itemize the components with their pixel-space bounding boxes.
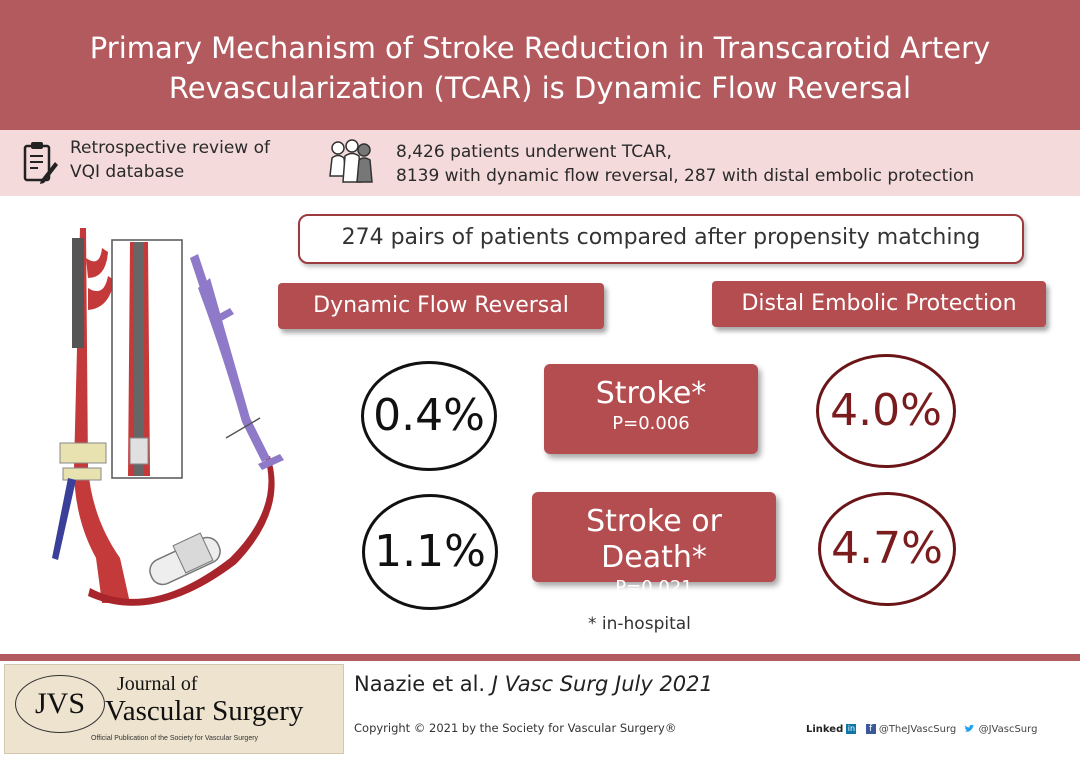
twitter-handle[interactable]: @JVascSurg <box>978 724 1038 735</box>
clipboard-pencil-icon <box>23 142 58 184</box>
outcome-stroke-or-death-p-value: P=0.021 <box>615 577 693 598</box>
facebook-icon[interactable]: f <box>865 724 876 734</box>
people-group-icon <box>329 139 373 183</box>
propensity-matching-banner: 274 pairs of patients compared after pro… <box>298 214 1024 264</box>
outcome-stroke-or-death-label: Stroke or Death* <box>586 504 722 575</box>
jvs-logo-tagline: Official Publication of the Society for … <box>91 735 259 742</box>
title-banner: Primary Mechanism of Stroke Reduction in… <box>0 0 1080 130</box>
linkedin-label: Linked <box>806 724 844 735</box>
social-links: Linked in f @TheJVascSurg @JVascSurg <box>806 724 1037 735</box>
facebook-handle[interactable]: @TheJVascSurg <box>878 724 957 735</box>
footer-divider <box>0 654 1080 661</box>
citation-journal: J Vasc Surg July 2021 <box>491 672 713 696</box>
linkedin-icon[interactable]: in <box>846 724 857 734</box>
stroke-rate-embolic-protection: 4.0% <box>816 354 956 468</box>
tcar-anatomy-illustration <box>52 228 284 606</box>
outcome-stroke-label: Stroke* <box>595 376 707 411</box>
outcome-stroke-or-death: Stroke or Death* P=0.021 <box>532 492 776 598</box>
outcome-stroke: Stroke* P=0.006 <box>544 364 758 454</box>
citation: Naazie et al. J Vasc Surg July 2021 <box>354 672 713 696</box>
jvs-logo-line2: Vascular Surgery <box>105 695 304 727</box>
title-line-1: Primary Mechanism of Stroke Reduction in… <box>89 31 991 65</box>
stroke-or-death-rate-embolic-protection: 4.7% <box>818 492 956 606</box>
stroke-or-death-rate-flow-reversal: 1.1% <box>362 494 498 610</box>
jvs-logo-line1: Journal of <box>117 673 198 695</box>
citation-authors: Naazie et al. <box>354 672 486 696</box>
group-label-dynamic-flow-reversal: Dynamic Flow Reversal <box>278 283 604 329</box>
study-info-band: Retrospective review of VQI database 8,4… <box>0 130 1080 196</box>
stroke-rate-flow-reversal: 0.4% <box>361 361 497 471</box>
jvs-logo: JVS Journal of Vascular Surgery Official… <box>4 664 344 754</box>
group-label-distal-embolic-protection: Distal Embolic Protection <box>712 281 1046 327</box>
outcome-stroke-p-value: P=0.006 <box>612 413 690 434</box>
title-line-2: Revascularization (TCAR) is Dynamic Flow… <box>168 71 912 105</box>
patient-count-text: 8,426 patients underwent TCAR, 8139 with… <box>396 142 975 186</box>
copyright-notice: Copyright © 2021 by the Society for Vasc… <box>354 721 677 735</box>
footnote: * in-hospital <box>588 614 691 634</box>
jvs-logo-mark: JVS <box>15 675 105 733</box>
study-design-text: Retrospective review of VQI database <box>70 138 270 182</box>
twitter-icon[interactable] <box>964 724 976 734</box>
